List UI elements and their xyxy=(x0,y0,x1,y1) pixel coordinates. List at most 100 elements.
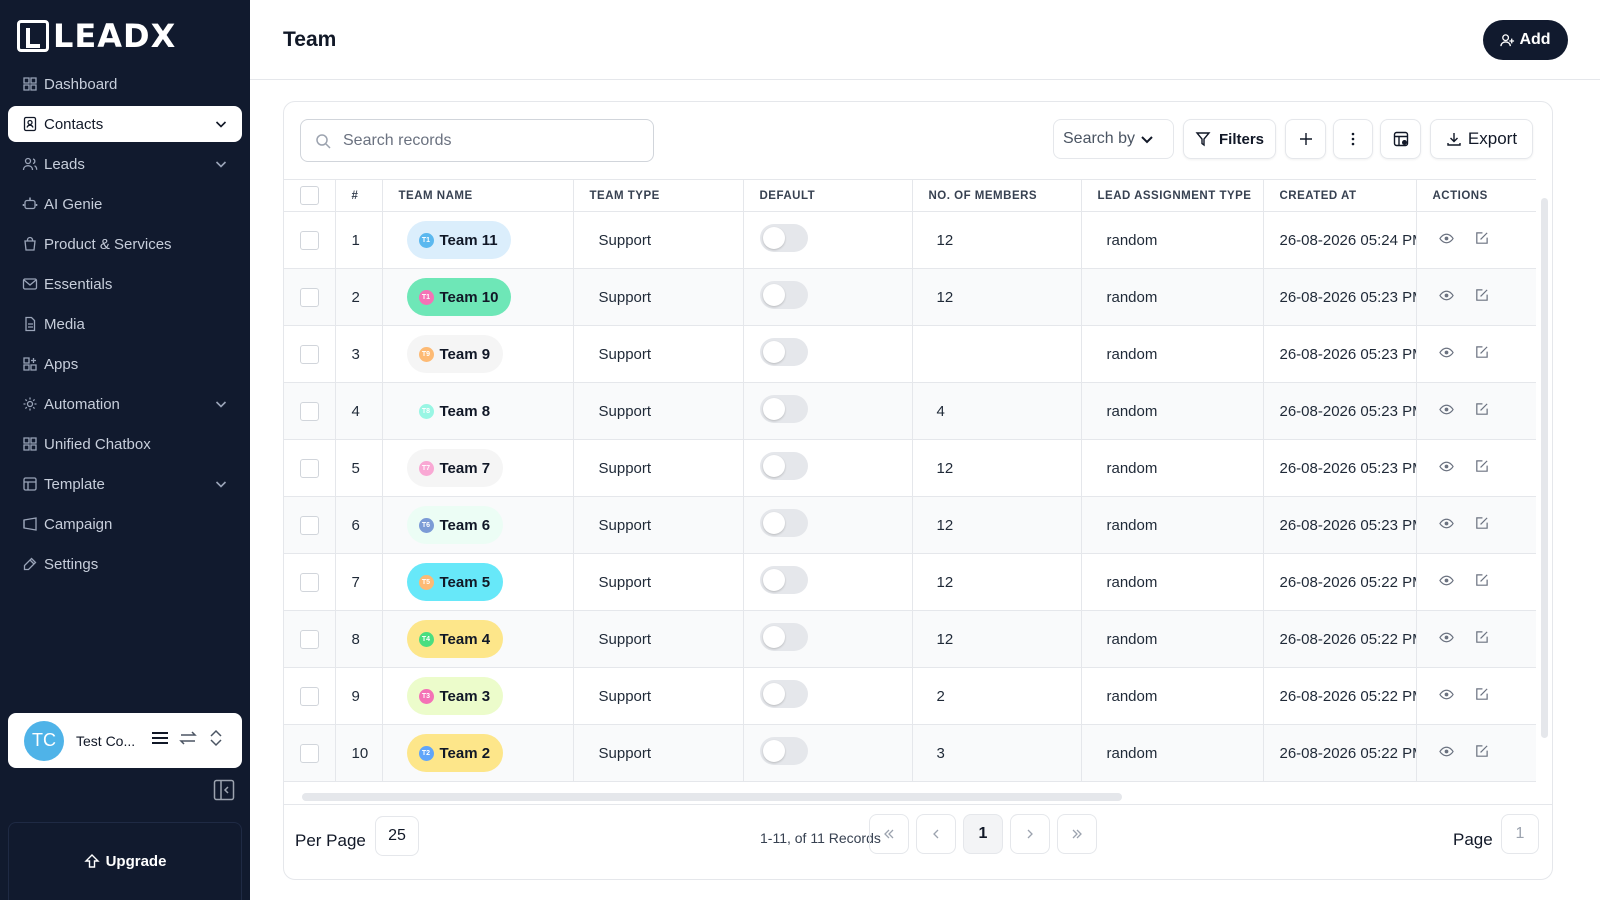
default-toggle[interactable] xyxy=(759,509,808,537)
sidebar-item-essentials[interactable]: Essentials xyxy=(8,266,242,302)
view-icon[interactable] xyxy=(1438,345,1454,360)
column-header[interactable]: LEAD ASSIGNMENT TYPE xyxy=(1081,179,1264,212)
edit-icon[interactable] xyxy=(1474,231,1489,246)
horizontal-scrollbar[interactable] xyxy=(284,789,1514,803)
row-checkbox[interactable] xyxy=(300,344,319,364)
default-toggle[interactable] xyxy=(759,737,808,765)
table-row[interactable]: 1 T1 Team 11 Support 12 random 26-08-2026 05:2… xyxy=(284,211,1536,269)
column-header[interactable]: CREATED AT xyxy=(1263,179,1417,212)
row-checkbox[interactable] xyxy=(300,686,319,706)
prev-page-button[interactable] xyxy=(916,814,956,854)
sidebar-item-automation[interactable]: Automation xyxy=(8,386,242,422)
default-toggle[interactable] xyxy=(759,281,808,309)
chevron-down-icon[interactable] xyxy=(214,157,228,171)
sidebar-item-ai-genie[interactable]: AI Genie xyxy=(8,186,242,222)
column-settings-button[interactable] xyxy=(1380,119,1421,159)
row-checkbox[interactable] xyxy=(300,629,319,649)
search-input[interactable] xyxy=(343,131,633,150)
search-box[interactable] xyxy=(300,119,654,162)
view-icon[interactable] xyxy=(1438,402,1454,417)
edit-icon[interactable] xyxy=(1474,744,1489,759)
menu-icon[interactable] xyxy=(150,728,170,753)
view-icon[interactable] xyxy=(1438,744,1454,759)
sidebar-item-dashboard[interactable]: Dashboard xyxy=(8,66,242,102)
sort-icon[interactable] xyxy=(206,728,226,753)
vertical-scroll-thumb[interactable] xyxy=(1541,198,1548,738)
team-name-badge[interactable]: T5 Team 5 xyxy=(406,563,504,601)
last-page-button[interactable] xyxy=(1057,814,1097,854)
select-all-checkbox[interactable] xyxy=(300,186,319,205)
team-name-badge[interactable]: T7 Team 7 xyxy=(406,449,504,487)
table-row[interactable]: 6 T6 Team 6 Support 12 random 26-08-2026 05:23… xyxy=(284,496,1536,554)
edit-icon[interactable] xyxy=(1474,516,1489,531)
chevron-down-icon[interactable] xyxy=(214,397,228,411)
team-name-badge[interactable]: T1 Team 10 xyxy=(406,278,512,316)
edit-icon[interactable] xyxy=(1474,459,1489,474)
default-toggle[interactable] xyxy=(759,224,808,252)
edit-icon[interactable] xyxy=(1474,630,1489,645)
default-toggle[interactable] xyxy=(759,338,808,366)
more-options-button[interactable] xyxy=(1333,119,1373,159)
sidebar-item-template[interactable]: Template xyxy=(8,466,242,502)
export-button[interactable]: Export xyxy=(1430,119,1533,159)
row-checkbox[interactable] xyxy=(300,743,319,763)
view-icon[interactable] xyxy=(1438,516,1454,531)
sidebar-item-campaign[interactable]: Campaign xyxy=(8,506,242,542)
default-toggle[interactable] xyxy=(759,395,808,423)
add-column-button[interactable] xyxy=(1285,119,1326,159)
edit-icon[interactable] xyxy=(1474,288,1489,303)
column-header[interactable]: # xyxy=(335,179,383,212)
sidebar-item-unified-chatbox[interactable]: Unified Chatbox xyxy=(8,426,242,462)
default-toggle[interactable] xyxy=(759,566,808,594)
edit-icon[interactable] xyxy=(1474,573,1489,588)
edit-icon[interactable] xyxy=(1474,402,1489,417)
view-icon[interactable] xyxy=(1438,231,1454,246)
team-name-badge[interactable]: T1 Team 11 xyxy=(406,221,511,259)
sidebar-item-leads[interactable]: Leads xyxy=(8,146,242,182)
next-page-button[interactable] xyxy=(1010,814,1050,854)
default-toggle[interactable] xyxy=(759,680,808,708)
view-icon[interactable] xyxy=(1438,573,1454,588)
chevron-down-icon[interactable] xyxy=(214,477,228,491)
view-icon[interactable] xyxy=(1438,459,1454,474)
row-checkbox[interactable] xyxy=(300,458,319,478)
default-toggle[interactable] xyxy=(759,623,808,651)
sidebar-item-product-services[interactable]: Product & Services xyxy=(8,226,242,262)
switch-icon[interactable] xyxy=(178,728,198,753)
team-name-badge[interactable]: T9 Team 9 xyxy=(406,335,504,373)
row-checkbox[interactable] xyxy=(300,287,319,307)
table-row[interactable]: 9 T3 Team 3 Support 2 random 26-08-2026 05:22 … xyxy=(284,667,1536,725)
current-page-button[interactable]: 1 xyxy=(963,814,1003,854)
team-name-badge[interactable]: T8 Team 8 xyxy=(406,392,504,430)
logo[interactable]: LEADX xyxy=(17,17,176,55)
table-row[interactable]: 10 T2 Team 2 Support 3 random 26-08-2026 05:22… xyxy=(284,724,1536,782)
collapse-sidebar-icon[interactable] xyxy=(213,779,235,801)
table-row[interactable]: 8 T4 Team 4 Support 12 random 26-08-2026 05:22… xyxy=(284,610,1536,668)
view-icon[interactable] xyxy=(1438,630,1454,645)
view-icon[interactable] xyxy=(1438,687,1454,702)
page-input[interactable]: 1 xyxy=(1501,814,1539,854)
column-header[interactable]: TEAM TYPE xyxy=(573,179,744,212)
sidebar-item-media[interactable]: Media xyxy=(8,306,242,342)
team-name-badge[interactable]: T3 Team 3 xyxy=(406,677,504,715)
team-name-badge[interactable]: T6 Team 6 xyxy=(406,506,504,544)
edit-icon[interactable] xyxy=(1474,345,1489,360)
filters-button[interactable]: Filters xyxy=(1183,119,1276,159)
view-icon[interactable] xyxy=(1438,288,1454,303)
row-checkbox[interactable] xyxy=(300,230,319,250)
table-row[interactable]: 7 T5 Team 5 Support 12 random 26-08-2026 05:22… xyxy=(284,553,1536,611)
column-header[interactable]: TEAM NAME xyxy=(382,179,574,212)
per-page-select[interactable]: 25 xyxy=(375,816,419,856)
row-checkbox[interactable] xyxy=(300,515,319,535)
sidebar-item-contacts[interactable]: Contacts xyxy=(8,106,242,142)
default-toggle[interactable] xyxy=(759,452,808,480)
table-row[interactable]: 3 T9 Team 9 Support random 26-08-2026 05:23 P… xyxy=(284,325,1536,383)
chevron-down-icon[interactable] xyxy=(214,117,228,131)
avatar[interactable]: TC xyxy=(24,720,64,761)
table-row[interactable]: 4 T8 Team 8 Support 4 random 26-08-2026 05:23 … xyxy=(284,382,1536,440)
edit-icon[interactable] xyxy=(1474,687,1489,702)
column-header[interactable]: DEFAULT xyxy=(743,179,913,212)
team-name-badge[interactable]: T2 Team 2 xyxy=(406,734,504,772)
table-row[interactable]: 5 T7 Team 7 Support 12 random 26-08-2026 05:23… xyxy=(284,439,1536,497)
table-row[interactable]: 2 T1 Team 10 Support 12 random 26-08-2026 05:2… xyxy=(284,268,1536,326)
